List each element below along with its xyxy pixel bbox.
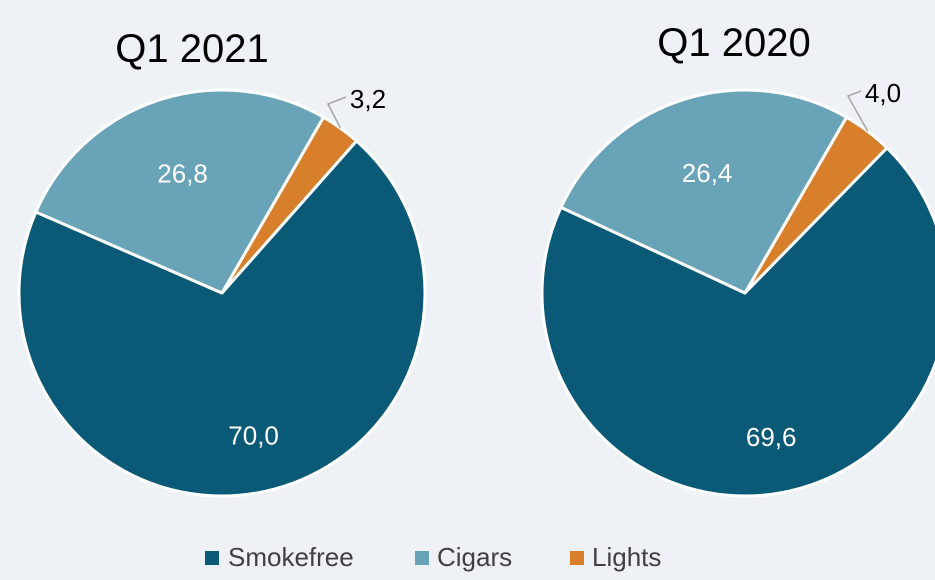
- leader-line: [846, 90, 869, 132]
- legend-label: Smokefree: [228, 542, 354, 572]
- data-label-cigars: 26,8: [157, 159, 208, 189]
- data-label-cigars: 26,4: [682, 158, 733, 188]
- legend-swatch-lights: [570, 551, 584, 565]
- pie-slice-cigars: [34, 88, 325, 295]
- pie-chart-q1-2021: 3,2 70,0 26,8 Q1 2021: [17, 27, 427, 498]
- legend-swatch-cigars: [415, 551, 429, 565]
- legend-swatch-smokefree: [205, 551, 219, 565]
- data-label-smokefree: 69,6: [746, 422, 797, 452]
- data-label-lights: 4,0: [865, 78, 901, 108]
- data-label-lights: 3,2: [350, 84, 386, 114]
- legend-label: Lights: [592, 542, 661, 572]
- pie-title: Q1 2020: [657, 21, 810, 65]
- pie-title: Q1 2021: [115, 27, 268, 71]
- leader-line: [326, 96, 347, 129]
- pie-slice-smokefree: [17, 139, 427, 498]
- legend: Smokefree Cigars Lights: [205, 542, 661, 572]
- legend-label: Cigars: [437, 542, 512, 572]
- data-label-smokefree: 70,0: [228, 421, 279, 451]
- legend-item-smokefree[interactable]: Smokefree: [205, 542, 354, 572]
- legend-item-cigars[interactable]: Cigars: [415, 542, 512, 572]
- pie-slice-smokefree: [540, 146, 935, 498]
- legend-item-lights[interactable]: Lights: [570, 542, 661, 572]
- pie-slice-cigars: [559, 88, 848, 295]
- pie-chart-q1-2020: 4,0 69,6 26,4 Q1 2020: [540, 21, 935, 498]
